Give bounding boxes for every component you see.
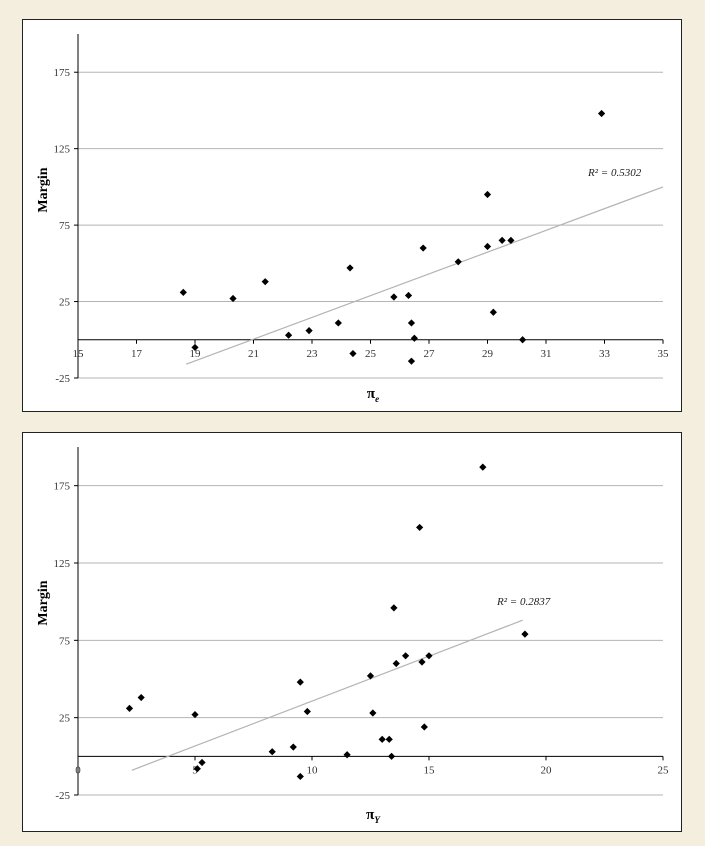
x-tick-label: 25	[365, 348, 377, 360]
data-point	[191, 710, 199, 719]
x-tick-label: 15	[73, 348, 85, 360]
data-point	[285, 331, 293, 339]
y-tick-label: 175	[54, 67, 71, 79]
data-point	[407, 357, 416, 365]
data-point	[125, 704, 134, 712]
y-tick-label: 125	[54, 558, 71, 570]
x-tick-label: 20	[541, 764, 553, 776]
data-point	[296, 772, 304, 781]
data-point	[425, 652, 433, 660]
y-tick-label: 25	[59, 713, 71, 725]
x-axis-label: πe	[367, 386, 379, 404]
data-point	[489, 308, 497, 316]
data-point	[454, 258, 462, 266]
x-tick-label: 23	[307, 348, 319, 360]
x-axis-label-main: π	[367, 386, 376, 402]
y-tick-label: 175	[54, 481, 71, 493]
data-point	[268, 748, 276, 756]
r-squared-annotation: R² = 0.2837	[496, 596, 551, 608]
x-tick-label: 29	[482, 348, 494, 360]
data-point	[479, 463, 487, 471]
x-tick-label: 15	[424, 764, 436, 776]
trendline	[186, 186, 664, 365]
x-axis-label-main: π	[366, 807, 375, 823]
data-point	[179, 288, 187, 296]
y-tick-label: -25	[55, 373, 70, 385]
y-tick-label: 125	[54, 144, 71, 156]
x-axis-label-subscript: Y	[374, 815, 381, 825]
data-point	[366, 672, 375, 680]
data-point	[261, 278, 269, 286]
y-tick-label: 25	[59, 297, 71, 309]
data-point	[402, 652, 410, 660]
y-tick-label: -25	[55, 790, 70, 802]
scatter-chart-pi-e: -25 25 75 125 175 15 17 19 21 23 25 27 29 31 33 35 R² = …	[36, 34, 670, 404]
data-point	[420, 723, 428, 731]
data-point	[404, 291, 413, 300]
data-point	[392, 659, 400, 668]
x-axis-label-subscript: e	[375, 394, 379, 404]
x-tick-label: 17	[131, 348, 143, 360]
data-point	[305, 327, 313, 335]
data-point	[483, 242, 492, 251]
data-point	[416, 523, 424, 532]
x-tick-label: 35	[658, 348, 670, 360]
data-point	[343, 751, 351, 759]
scatter-chart-pi-y: -25 25 75 125 175 0 5 10 15 20 25 R² = 0.2837 Margin…	[36, 447, 670, 825]
data-point	[137, 693, 145, 702]
data-point	[390, 604, 398, 612]
x-tick-label: 27	[424, 348, 436, 360]
x-tick-label: 21	[248, 348, 259, 360]
y-tick-label: 75	[59, 635, 71, 647]
data-point	[385, 735, 393, 743]
data-point	[521, 630, 529, 638]
data-point	[407, 319, 416, 327]
data-point	[483, 190, 492, 199]
data-point	[419, 244, 427, 252]
data-point	[597, 109, 606, 118]
data-point	[519, 336, 527, 344]
data-point	[303, 707, 311, 716]
data-point	[387, 752, 396, 760]
x-tick-label: 25	[658, 764, 670, 776]
data-point	[410, 334, 418, 342]
data-point	[349, 349, 357, 358]
y-tick-label: 75	[59, 220, 71, 232]
chart-panel-bottom: -25 25 75 125 175 0 5 10 15 20 25 R² = 0.2837 Margin…	[22, 432, 682, 832]
x-tick-label: 5	[192, 764, 198, 776]
x-tick-label: 33	[599, 348, 611, 360]
data-point	[229, 294, 237, 303]
data-point	[346, 264, 354, 272]
chart-panel-top: -25 25 75 125 175 15 17 19 21 23 25 27 29 31 33 35 R² = …	[22, 19, 682, 412]
x-tick-label: 0	[75, 764, 81, 776]
data-point	[498, 236, 506, 244]
data-point	[390, 293, 398, 301]
data-point	[191, 343, 199, 352]
r-squared-annotation: R² = 0.5302	[587, 167, 642, 179]
x-tick-label: 31	[541, 348, 552, 360]
data-point	[296, 678, 304, 686]
x-tick-label: 19	[190, 348, 202, 360]
data-point	[507, 236, 515, 244]
data-point	[193, 765, 201, 773]
data-point	[378, 735, 386, 743]
trendline	[131, 619, 523, 771]
data-point	[334, 319, 342, 327]
x-axis-label: πY	[366, 807, 381, 825]
data-point	[369, 709, 377, 717]
data-point	[198, 758, 206, 767]
data-point	[289, 743, 297, 751]
y-axis-label: Margin	[36, 580, 51, 625]
x-tick-label: 10	[307, 764, 319, 776]
y-axis-label: Margin	[36, 167, 51, 212]
